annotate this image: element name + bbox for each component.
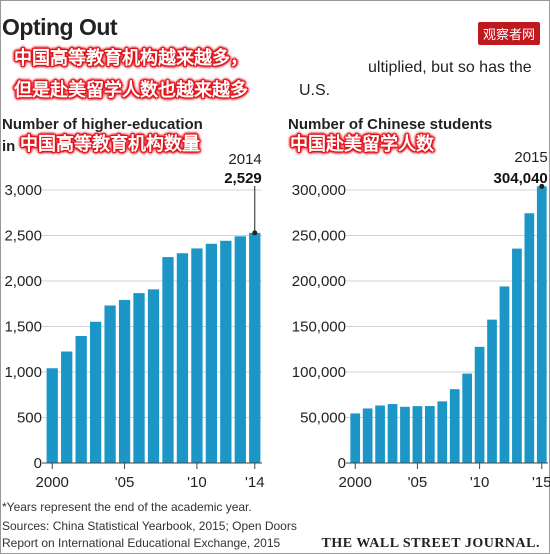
- y-tick-label: 100,000: [292, 364, 346, 381]
- bar: [536, 186, 547, 463]
- subtitle-line-1: ultiplied, but so has the: [368, 59, 532, 76]
- x-tick-label: '10: [187, 474, 207, 490]
- bar: [147, 289, 160, 463]
- left-bar-chart: 0 500 1,000 1,500 2,000 2,500 3,000 2000 '05 '10 '…: [4, 151, 265, 490]
- x-tick-label: 2000: [339, 474, 372, 490]
- bar: [205, 243, 218, 463]
- bar: [176, 253, 189, 463]
- x-tick-label: '14: [245, 474, 265, 490]
- bar: [462, 373, 473, 463]
- x-tick-label: 2000: [36, 474, 69, 490]
- sources-line-1: Sources: China Statistical Yearbook, 201…: [2, 519, 297, 533]
- right-chart-cn-caption: 中国赴美留学人数: [290, 134, 434, 155]
- annotation-value: 304,040: [494, 170, 548, 187]
- y-tick-label: 0: [34, 455, 42, 472]
- bar: [249, 232, 261, 463]
- page-title: Opting Out: [2, 14, 118, 40]
- bar: [61, 351, 73, 463]
- bar: [75, 335, 87, 463]
- bar: [118, 299, 131, 463]
- bar: [234, 236, 246, 463]
- bar: [437, 401, 448, 463]
- bar: [46, 368, 58, 463]
- annotation-year: 2014: [228, 151, 261, 168]
- y-tick-label: 1,500: [4, 319, 42, 336]
- bar: [524, 213, 535, 463]
- annotation-value: 2,529: [224, 170, 262, 187]
- left-chart-cn-caption: 中国高等教育机构数量: [20, 134, 200, 155]
- annotation-dot: [539, 183, 545, 189]
- y-tick-label: 1,000: [4, 364, 42, 381]
- right-bar-chart: 0 50,000 100,000 150,000 200,000 250,000 300,0…: [292, 150, 550, 490]
- bar: [424, 406, 435, 463]
- x-tick-label: '05: [115, 474, 135, 490]
- bar: [487, 319, 497, 463]
- bar: [512, 248, 522, 463]
- bar: [133, 293, 145, 463]
- bar: [499, 286, 510, 463]
- left-chart-title: Number of higher-education: [2, 116, 203, 133]
- y-tick-label: 200,000: [292, 273, 346, 290]
- sources-line-2: Report on International Educational Exch…: [2, 536, 281, 550]
- cn-caption-2: 但是赴美留学人数也越来越多: [14, 80, 248, 101]
- y-tick-label: 3,000: [4, 182, 42, 199]
- bar: [387, 404, 398, 463]
- bar: [375, 405, 385, 463]
- bar: [220, 240, 232, 463]
- x-tick-label: '15: [532, 474, 550, 490]
- bar: [412, 406, 423, 463]
- left-chart-title-fragment: in: [2, 138, 16, 155]
- watermark-badge: 观察者网: [477, 22, 540, 45]
- y-tick-label: 2,500: [4, 228, 42, 245]
- y-tick-label: 500: [17, 410, 42, 427]
- bar: [474, 346, 485, 463]
- y-tick-label: 0: [338, 455, 346, 472]
- bar: [191, 248, 203, 463]
- bar: [362, 408, 373, 463]
- annotation-dot: [252, 230, 258, 236]
- bar: [400, 406, 410, 463]
- bar: [89, 321, 102, 463]
- x-tick-label: '10: [470, 474, 490, 490]
- x-tick-label: '05: [408, 474, 428, 490]
- footnote: *Years represent the end of the academic…: [2, 500, 252, 514]
- cn-caption-1: 中国高等教育机构越来越多，: [14, 48, 248, 69]
- y-tick-label: 250,000: [292, 228, 346, 245]
- bar: [350, 413, 361, 463]
- publisher-logo: THE WALL STREET JOURNAL.: [321, 536, 540, 551]
- bar: [104, 305, 116, 463]
- y-tick-label: 300,000: [292, 182, 346, 199]
- y-tick-label: 2,000: [4, 273, 42, 290]
- y-tick-label: 50,000: [300, 410, 346, 427]
- annotation-year: 2015: [514, 150, 547, 166]
- y-tick-label: 150,000: [292, 319, 346, 336]
- sources: Sources: China Statistical Yearbook, 201…: [2, 518, 332, 552]
- right-chart-title: Number of Chinese students: [288, 116, 493, 133]
- subtitle-line-2: U.S.: [299, 82, 331, 99]
- bar: [449, 389, 460, 463]
- bar: [162, 257, 174, 463]
